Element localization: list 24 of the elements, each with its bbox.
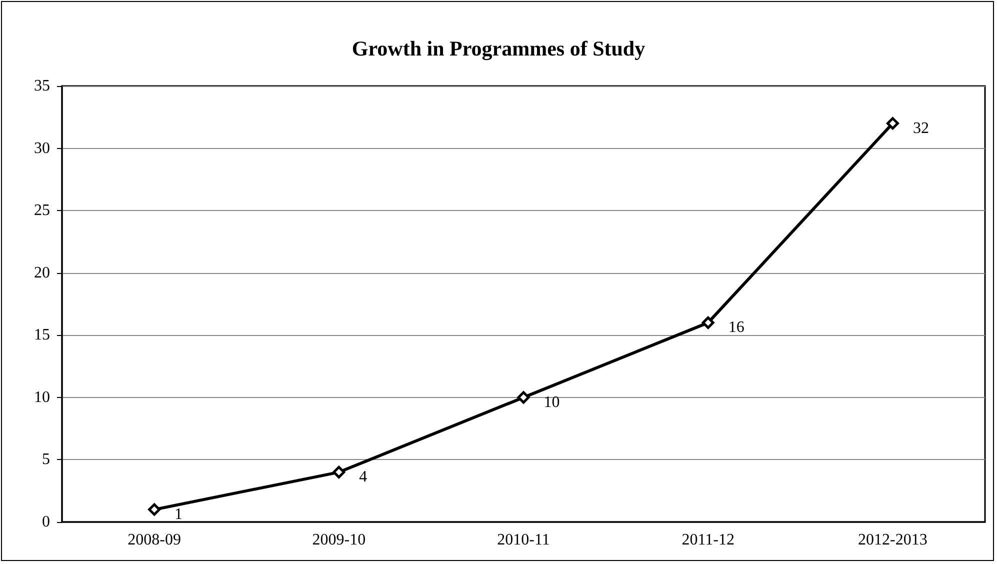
data-label: 1 <box>174 506 183 524</box>
point <box>517 391 530 404</box>
y-tick-label: 0 <box>42 514 50 530</box>
point <box>332 466 346 478</box>
y-tick-label: 5 <box>42 451 50 468</box>
y-tick-label: 25 <box>34 202 50 220</box>
data-label: 16 <box>728 319 744 336</box>
data-label: 32 <box>912 120 929 137</box>
point <box>148 503 161 516</box>
point <box>886 117 899 130</box>
x-tick-label: 2010-11 <box>497 532 550 548</box>
data-label: 4 <box>359 468 368 486</box>
y-tick-label: 20 <box>34 264 50 282</box>
y-tick-label: 10 <box>34 388 50 406</box>
y-tick-label: 15 <box>34 326 50 344</box>
y-tick-label: 35 <box>34 78 50 94</box>
x-tick-label: 2011-12 <box>682 532 734 548</box>
y-tick-label: 30 <box>34 140 50 157</box>
x-tick-label: 2012-2013 <box>858 532 928 548</box>
x-tick-label: 2008-09 <box>128 532 181 548</box>
x-tick-label: 2009-10 <box>312 532 366 548</box>
data-label: 10 <box>544 394 560 411</box>
point <box>702 316 714 329</box>
chart-title: Growth in Programmes of Study <box>352 36 646 60</box>
